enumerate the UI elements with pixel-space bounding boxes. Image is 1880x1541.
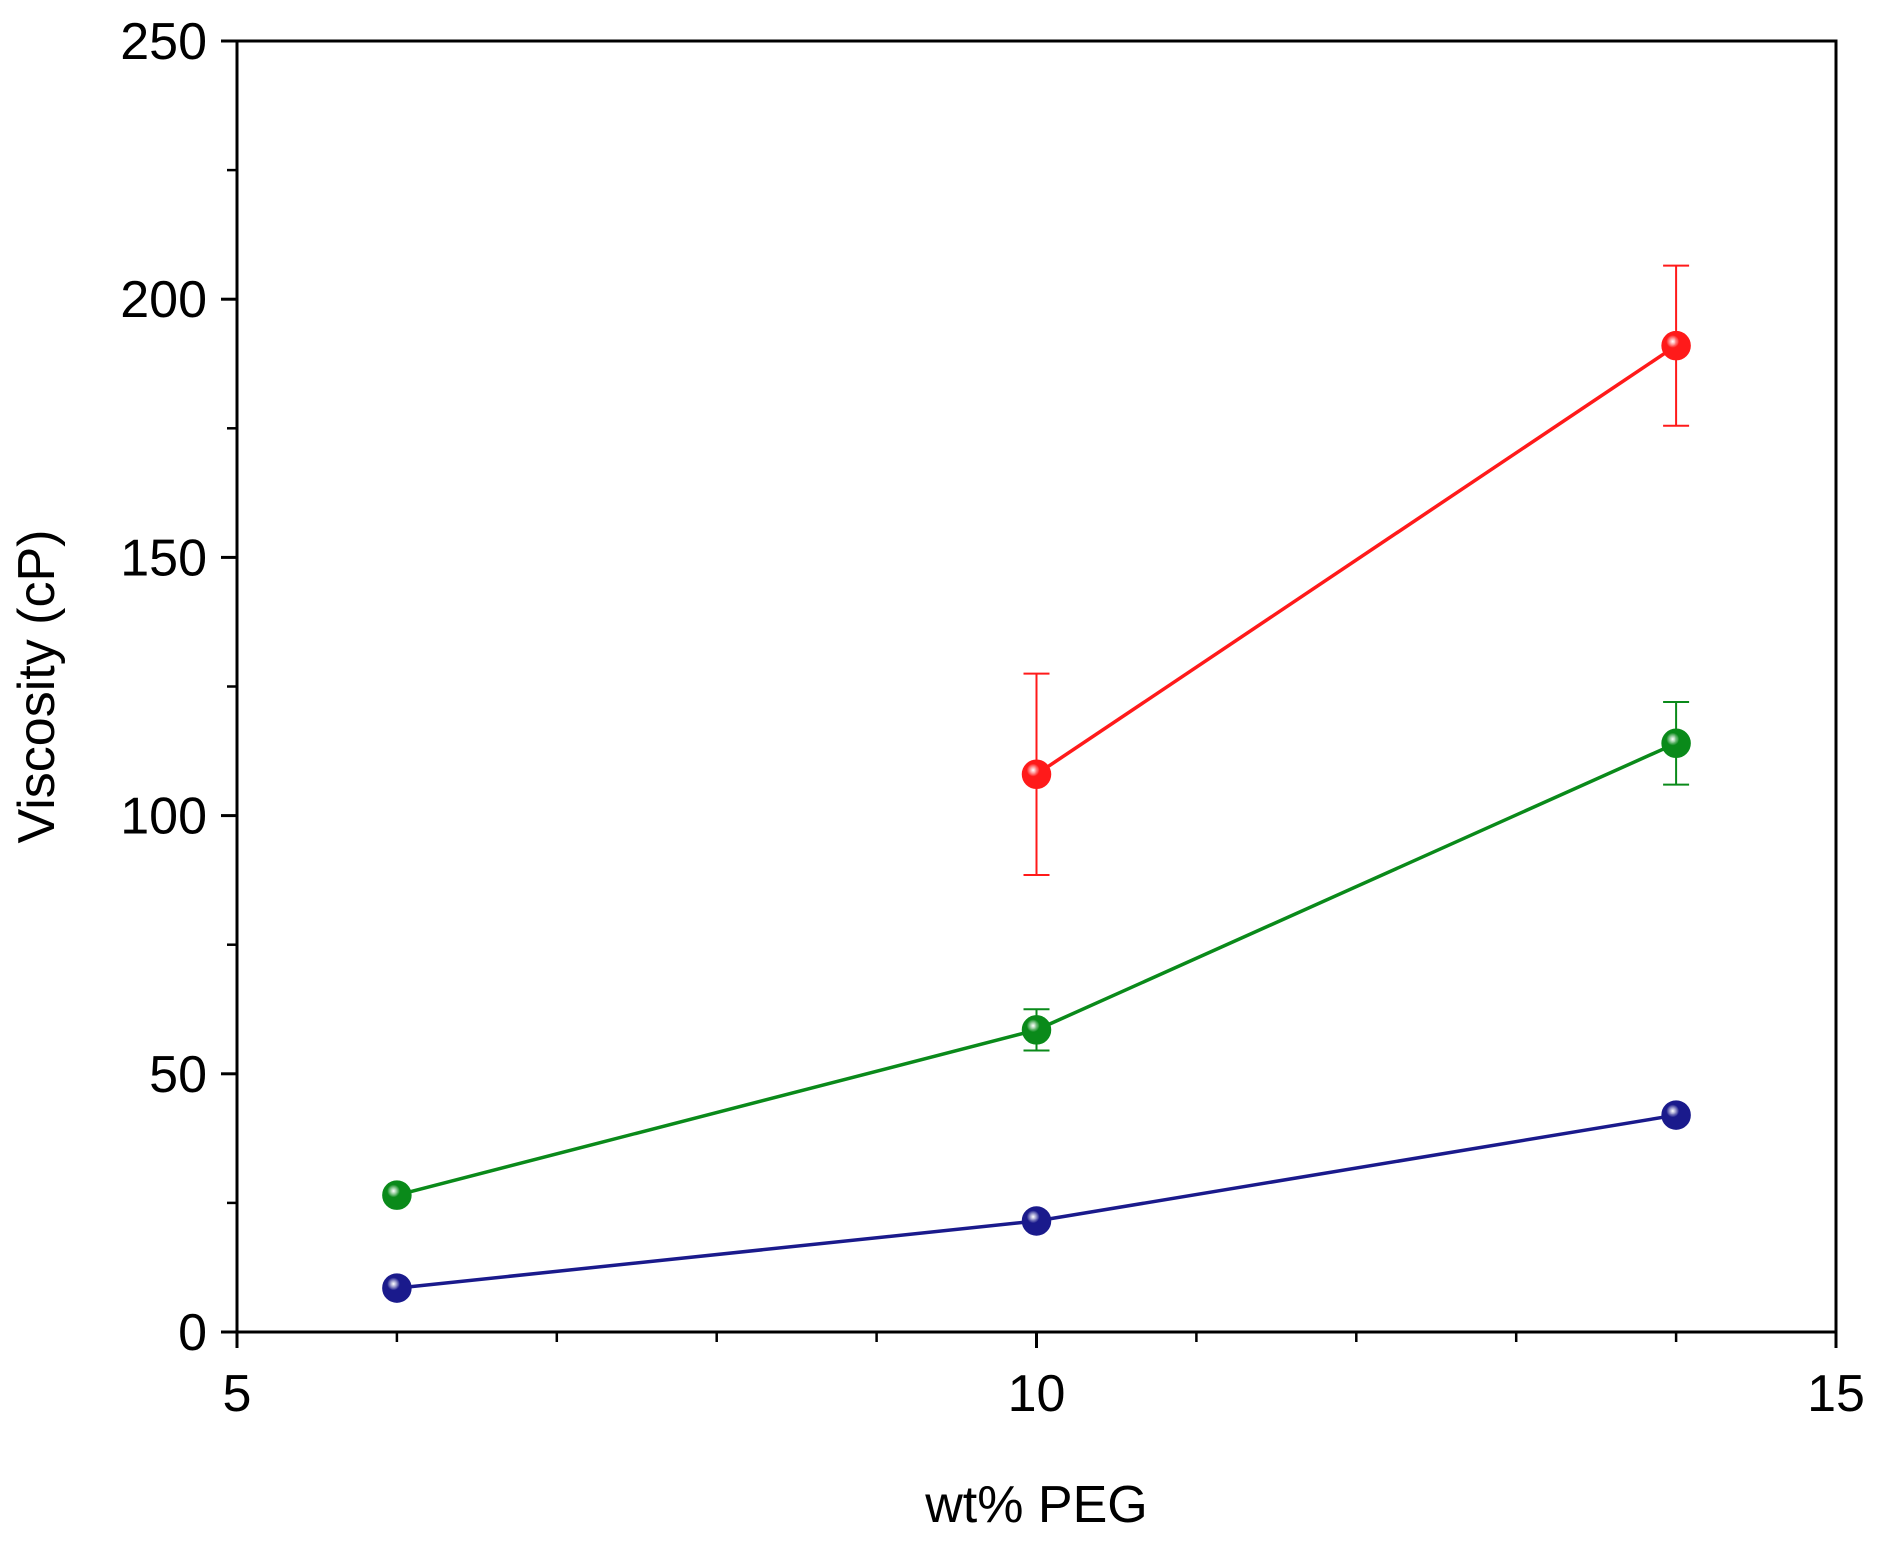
- x-tick-label: 10: [1008, 1365, 1066, 1423]
- x-tick-label: 5: [223, 1365, 252, 1423]
- series-red: [1021, 264, 1691, 876]
- data-point: [1661, 330, 1691, 361]
- x-axis-label: wt% PEG: [924, 1476, 1148, 1534]
- data-point: [382, 1180, 412, 1210]
- x-tick-label: 15: [1807, 1365, 1865, 1423]
- y-tick-label: 0: [178, 1304, 207, 1362]
- series-navy-line: [396, 1113, 1677, 1290]
- y-tick-label: 200: [120, 271, 207, 329]
- y-tick-label: 150: [120, 529, 207, 587]
- data-point: [1021, 1015, 1052, 1045]
- y-tick-label: 250: [120, 13, 207, 71]
- series-navy: [382, 1100, 1691, 1303]
- y-tick-label: 50: [149, 1046, 207, 1104]
- y-axis-label: Viscosity (cP): [8, 530, 66, 844]
- series-red-line: [1035, 344, 1678, 776]
- data-point: [382, 1273, 412, 1303]
- data-point: [1661, 1100, 1691, 1130]
- y-tick-label: 100: [120, 788, 207, 846]
- series-green: [382, 700, 1691, 1210]
- data-point: [1661, 728, 1691, 759]
- data-point: [1021, 1206, 1052, 1236]
- data-point: [1021, 759, 1052, 790]
